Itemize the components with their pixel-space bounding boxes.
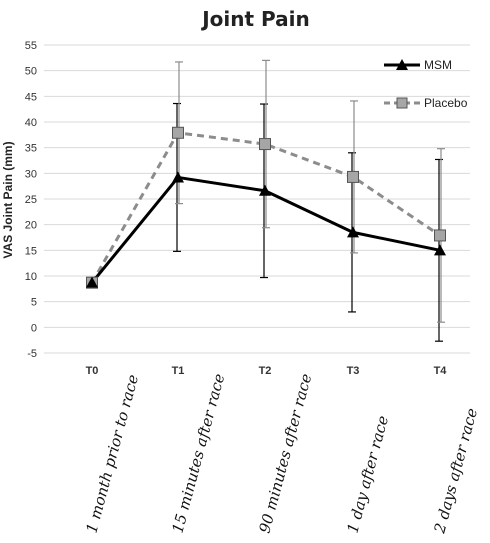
y-tick-label: 15 <box>25 245 37 257</box>
x-caption: 1 month prior to race <box>82 372 142 535</box>
legend-marker-msm <box>396 59 408 70</box>
x-caption: 2 days after race <box>430 406 481 536</box>
data-point-placebo <box>259 138 271 151</box>
data-point-msm <box>86 276 98 288</box>
y-tick-label: 30 <box>25 168 37 180</box>
data-point-placebo <box>434 229 446 242</box>
x-tick-label: T3 <box>347 365 360 377</box>
chart-title: Joint Pain <box>200 7 310 31</box>
data-point-placebo <box>172 126 184 139</box>
legend: MSM Placebo <box>384 58 468 110</box>
data-point-msm <box>172 171 184 183</box>
legend-label-placebo: Placebo <box>424 96 468 110</box>
x-tick-label: T0 <box>86 365 99 377</box>
data-point-placebo <box>347 170 359 183</box>
data-point-msm <box>259 184 271 196</box>
x-captions: 1 month prior to race 15 minutes after ra… <box>82 372 481 536</box>
legend-label-msm: MSM <box>424 58 452 72</box>
y-axis-label: VAS Joint Pain (mm) <box>1 141 15 258</box>
x-caption: 1 day after race <box>343 414 392 535</box>
y-tick-label: 45 <box>25 91 37 103</box>
x-caption: 15 minutes after race <box>168 372 228 535</box>
series-line-placebo <box>90 131 441 284</box>
y-tick-label: 5 <box>31 297 37 309</box>
y-tick-label: 50 <box>25 66 37 78</box>
x-tick-label: T2 <box>259 365 272 377</box>
x-tick-label: T4 <box>434 365 448 377</box>
y-tick-label: 0 <box>31 322 37 334</box>
y-tick-labels: -5 0 5 10 15 20 25 30 35 40 45 50 55 <box>25 40 37 360</box>
x-caption: 90 minutes after race <box>255 372 315 535</box>
x-axis: T0 T1 T2 T3 T4 <box>86 365 448 377</box>
y-tick-label: 55 <box>25 40 37 52</box>
y-tick-label: 40 <box>25 117 37 129</box>
legend-marker-placebo <box>396 97 408 109</box>
y-tick-label: 35 <box>25 143 37 155</box>
data-point-msm <box>434 244 446 256</box>
y-tick-label: -5 <box>27 348 37 360</box>
y-tick-label: 10 <box>25 271 37 283</box>
y-tick-label: 20 <box>25 220 37 232</box>
grid <box>44 44 470 354</box>
data-point-msm <box>347 226 359 238</box>
x-tick-label: T1 <box>172 365 185 377</box>
series-markers <box>86 126 446 289</box>
y-tick-label: 25 <box>25 194 37 206</box>
